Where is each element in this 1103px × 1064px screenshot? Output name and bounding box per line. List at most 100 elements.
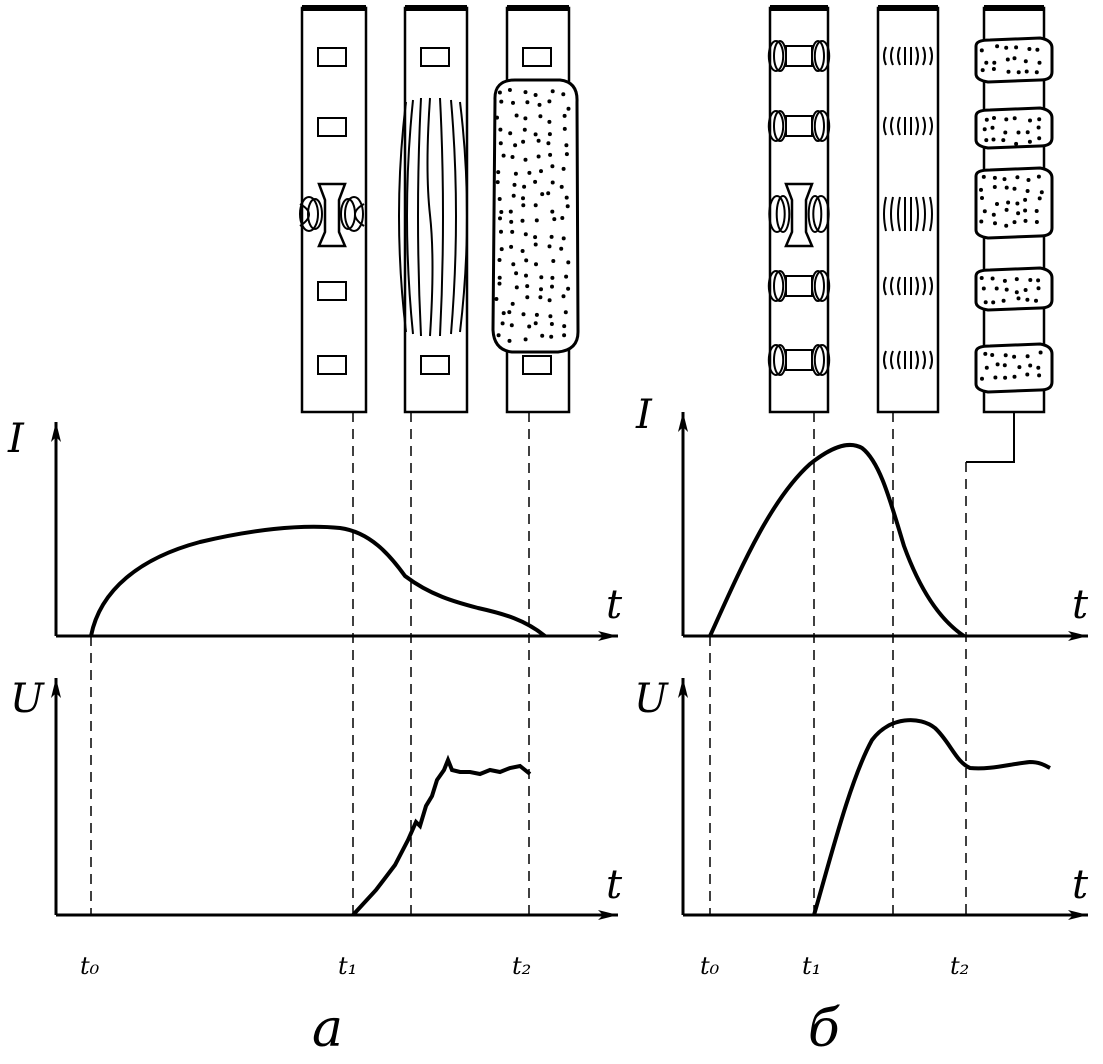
plasma-dot <box>522 127 527 132</box>
coil-ring <box>812 195 830 233</box>
plasma-dot <box>527 170 532 175</box>
plasma-dot <box>537 102 542 107</box>
plasma-dot <box>538 295 543 300</box>
arc-ring-group <box>883 116 933 136</box>
plasma-dot <box>524 258 529 263</box>
plasma-dot <box>539 275 544 280</box>
plasma-dot <box>510 301 515 306</box>
plasma-dot <box>494 297 499 301</box>
plasma-dot <box>566 106 571 111</box>
plasma-dot <box>540 333 545 338</box>
plasma-dot <box>523 90 528 95</box>
plasma-dot <box>496 170 501 175</box>
plasma-dot <box>509 219 514 224</box>
plasma-dot <box>548 152 553 157</box>
plasma-dot <box>561 166 566 171</box>
coil-block <box>767 270 831 302</box>
plasma-dot <box>499 229 503 234</box>
plasma-dot <box>507 310 512 315</box>
plasma-dot <box>550 164 555 169</box>
plasma-dot <box>509 323 514 328</box>
panel-a-current-axis-label: I <box>7 416 25 462</box>
panel-a-current-time-label: t <box>606 582 623 628</box>
coil-block <box>767 344 831 376</box>
plasma-dot <box>525 284 530 289</box>
plasma-dot <box>538 114 543 119</box>
plasma-dot <box>525 295 530 300</box>
plasma-dot <box>539 169 543 174</box>
coil-ring <box>807 195 823 233</box>
panel-b-voltage-time-label: t <box>1072 862 1089 908</box>
plasma-dot <box>560 216 565 220</box>
plasma-dot <box>523 337 528 342</box>
panel-b-t2-label: t₂ <box>950 952 969 980</box>
panel-b-strip-3 <box>966 5 1054 463</box>
plasma-dot <box>501 311 506 316</box>
arc-bridge-right <box>340 196 365 232</box>
plasma-dot <box>522 184 527 189</box>
plasma-dot <box>500 321 505 326</box>
dotted-segment <box>974 106 1054 150</box>
plasma-dot <box>499 247 504 252</box>
plasma-dot <box>536 154 541 159</box>
panel-a-t0-label: t₀ <box>80 952 100 980</box>
plasma-dot <box>566 286 571 291</box>
plasma-dot <box>520 249 525 253</box>
plasma-dot <box>527 324 532 329</box>
plasma-dot <box>547 244 552 249</box>
panel-b-label: б <box>808 999 840 1059</box>
plasma-dot <box>498 127 503 132</box>
arc-bridge-left <box>299 196 323 232</box>
plasma-dot <box>497 275 502 280</box>
plasma-dot <box>524 273 528 278</box>
plasma-dot <box>562 333 567 338</box>
plasma-dot <box>534 262 538 267</box>
plasma-dot <box>549 234 554 239</box>
plasma-dot <box>566 260 571 265</box>
plasma-dot <box>510 155 515 159</box>
plasma-dot <box>497 281 502 286</box>
plasma-dot <box>550 275 555 280</box>
plasma-dot <box>508 131 513 136</box>
arc-ring-group <box>883 350 933 370</box>
plasma-dot <box>547 298 552 303</box>
plasma-dot <box>497 258 502 262</box>
plasma-dot <box>523 116 528 121</box>
panel-b-current-curve <box>708 442 966 638</box>
plasma-dot <box>562 126 567 131</box>
plasma-dot <box>559 184 564 189</box>
plasma-dot <box>511 100 515 105</box>
panel-b-voltage-axes <box>678 678 1088 920</box>
panel-a-label: а <box>312 999 343 1059</box>
plasma-dot <box>561 236 566 241</box>
coil-ring <box>775 195 791 233</box>
plasma-dot <box>564 195 569 200</box>
panel-a-voltage-axis-label: U <box>10 676 45 722</box>
plasma-dot <box>495 115 499 120</box>
panel-b-t1-label: t₁ <box>802 952 821 980</box>
panel-a-current-curve <box>89 524 547 638</box>
plasma-dot <box>547 132 552 137</box>
plasma-dot <box>534 218 539 223</box>
plasma-dot <box>533 235 538 240</box>
plasma-dot <box>559 246 564 251</box>
plasma-dot <box>533 93 538 97</box>
panel-a-t2-label: t₂ <box>512 952 531 980</box>
plasma-dot <box>501 153 506 158</box>
arc-ring-group <box>883 276 933 296</box>
plasma-dot <box>561 92 566 97</box>
coil-block <box>767 40 831 72</box>
panel-a-voltage-time-label: t <box>606 862 623 908</box>
plasma-dot <box>564 143 569 148</box>
plasma-dot <box>564 152 569 157</box>
plasma-dot <box>565 204 570 209</box>
dotted-segment <box>974 266 1054 312</box>
plasma-dot <box>546 191 551 196</box>
panel-a-current-axes <box>51 422 618 641</box>
panel-a-voltage-curve <box>351 754 532 917</box>
plasma-dot <box>511 262 516 267</box>
plasma-dot <box>548 314 553 319</box>
plasma-dot <box>534 312 539 317</box>
plasma-dot <box>533 321 538 326</box>
